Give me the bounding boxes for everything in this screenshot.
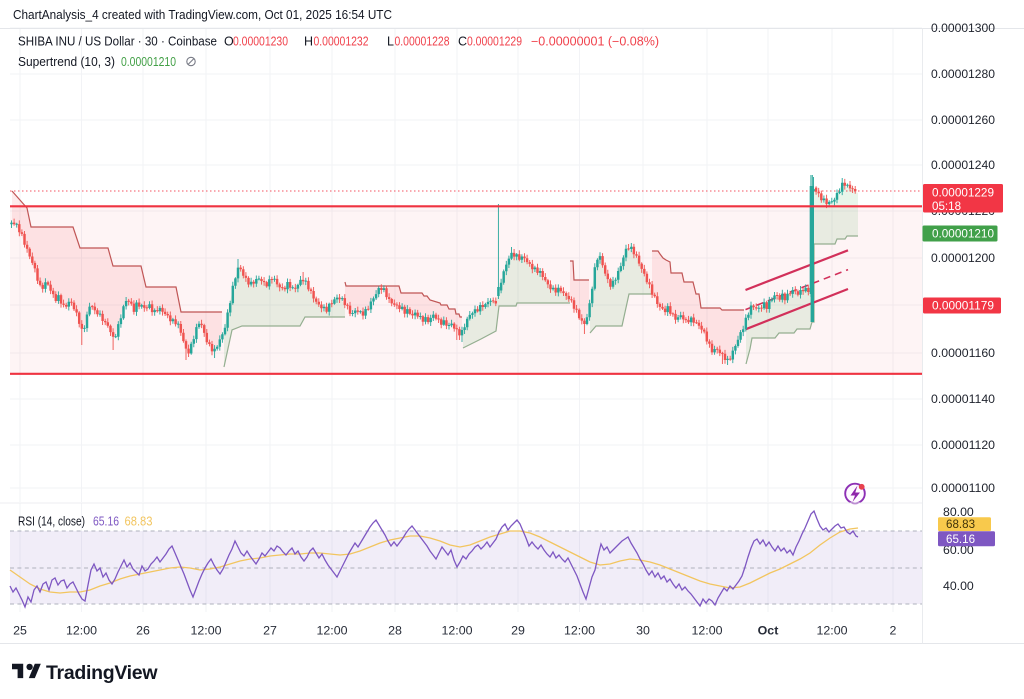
svg-text:60.00: 60.00 xyxy=(943,543,974,557)
svg-text:0.00001179: 0.00001179 xyxy=(932,300,994,313)
svg-text:12:00: 12:00 xyxy=(441,624,472,638)
svg-text:65.16: 65.16 xyxy=(946,533,975,546)
svg-text:0.00001140: 0.00001140 xyxy=(931,392,995,406)
svg-text:Supertrend (10, 3): Supertrend (10, 3) xyxy=(18,55,115,69)
svg-text:0.00001100: 0.00001100 xyxy=(931,481,995,495)
svg-text:0.00001300: 0.00001300 xyxy=(931,21,995,35)
svg-text:05:18: 05:18 xyxy=(932,200,961,213)
svg-text:0.00001210: 0.00001210 xyxy=(932,228,994,241)
svg-text:27: 27 xyxy=(263,624,277,638)
svg-text:65.16: 65.16 xyxy=(93,515,119,529)
svg-text:0.00001160: 0.00001160 xyxy=(931,346,995,360)
svg-text:26: 26 xyxy=(136,624,150,638)
svg-text:68.83: 68.83 xyxy=(946,518,975,531)
svg-text:0.00001228: 0.00001228 xyxy=(395,35,450,49)
svg-text:0.00001260: 0.00001260 xyxy=(931,113,995,127)
svg-text:12:00: 12:00 xyxy=(816,624,847,638)
svg-text:25: 25 xyxy=(13,624,27,638)
svg-text:12:00: 12:00 xyxy=(190,624,221,638)
svg-text:2: 2 xyxy=(890,624,897,638)
svg-text:Oct: Oct xyxy=(758,624,779,638)
svg-text:80.00: 80.00 xyxy=(943,505,974,519)
svg-text:29: 29 xyxy=(511,624,525,638)
svg-text:−0.00000001 (−0.08%): −0.00000001 (−0.08%) xyxy=(531,35,659,49)
svg-text:SHIBA INU / US Dollar · 30 · C: SHIBA INU / US Dollar · 30 · Coinbase xyxy=(18,35,217,49)
svg-text:30: 30 xyxy=(636,624,650,638)
svg-text:TradingView: TradingView xyxy=(46,662,158,684)
svg-text:RSI (14, close): RSI (14, close) xyxy=(18,515,85,529)
svg-text:28: 28 xyxy=(388,624,402,638)
svg-text:0.00001240: 0.00001240 xyxy=(931,158,995,172)
svg-text:40.00: 40.00 xyxy=(943,579,974,593)
svg-text:0.00001200: 0.00001200 xyxy=(931,251,995,265)
svg-text:ChartAnalysis_4 created with T: ChartAnalysis_4 created with TradingView… xyxy=(13,8,392,22)
svg-text:12:00: 12:00 xyxy=(66,624,97,638)
svg-text:O: O xyxy=(224,35,234,49)
svg-text:12:00: 12:00 xyxy=(691,624,722,638)
svg-text:0.00001232: 0.00001232 xyxy=(314,35,369,49)
svg-text:0.00001120: 0.00001120 xyxy=(931,438,995,452)
svg-text:0.00001280: 0.00001280 xyxy=(931,67,995,81)
svg-text:L: L xyxy=(387,35,394,49)
svg-text:12:00: 12:00 xyxy=(316,624,347,638)
svg-text:12:00: 12:00 xyxy=(564,624,595,638)
svg-text:68.83: 68.83 xyxy=(125,515,153,529)
svg-text:0.00001210: 0.00001210 xyxy=(121,55,176,69)
svg-text:0.00001230: 0.00001230 xyxy=(233,35,288,49)
svg-text:0.00001229: 0.00001229 xyxy=(467,35,522,49)
svg-text:C: C xyxy=(458,35,467,49)
svg-text:H: H xyxy=(304,35,313,49)
svg-text:0.00001229: 0.00001229 xyxy=(932,187,994,200)
